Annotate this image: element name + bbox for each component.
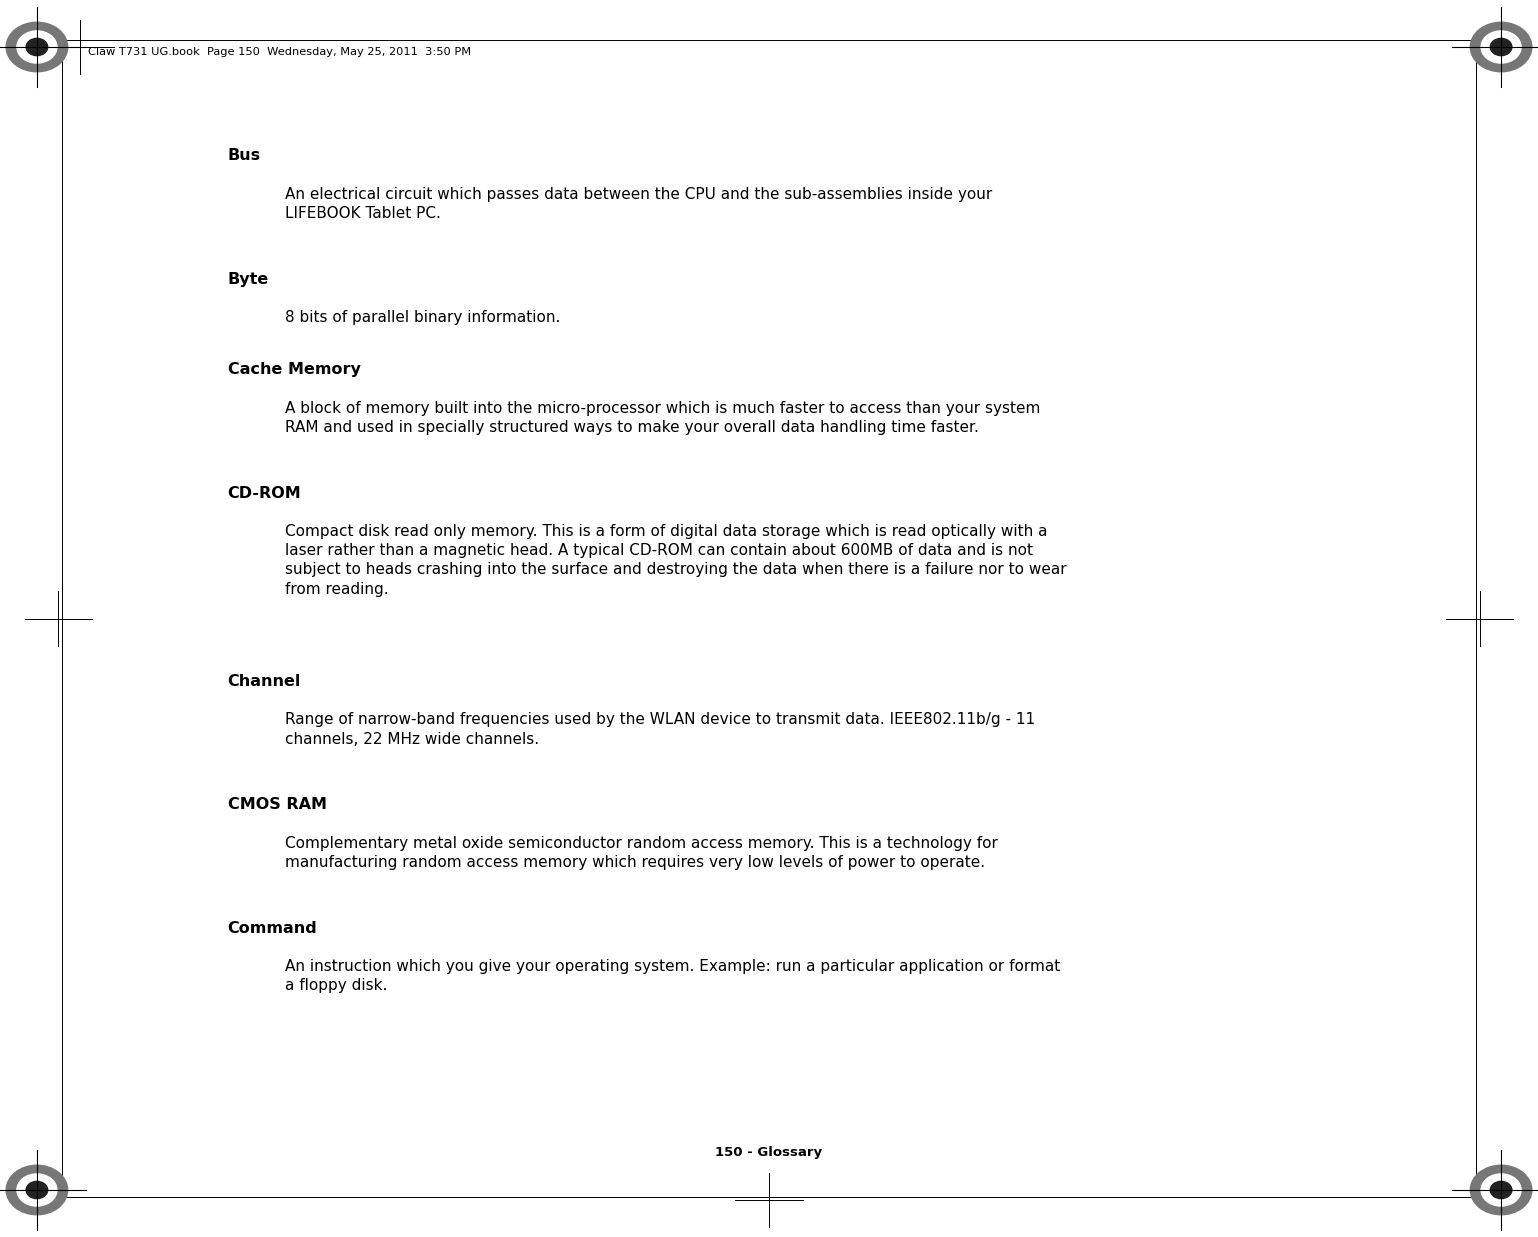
Text: Compact disk read only memory. This is a form of digital data storage which is r: Compact disk read only memory. This is a… bbox=[285, 524, 1066, 596]
Text: Channel: Channel bbox=[228, 674, 301, 689]
Circle shape bbox=[1481, 1174, 1521, 1206]
Text: An instruction which you give your operating system. Example: run a particular a: An instruction which you give your opera… bbox=[285, 959, 1060, 993]
Circle shape bbox=[1490, 38, 1512, 56]
Text: Command: Command bbox=[228, 920, 317, 935]
Text: Range of narrow-band frequencies used by the WLAN device to transmit data. IEEE8: Range of narrow-band frequencies used by… bbox=[285, 713, 1035, 747]
Text: Cache Memory: Cache Memory bbox=[228, 362, 360, 377]
Text: 8 bits of parallel binary information.: 8 bits of parallel binary information. bbox=[285, 310, 560, 325]
Text: Byte: Byte bbox=[228, 272, 269, 287]
Circle shape bbox=[6, 1165, 68, 1215]
Text: CD-ROM: CD-ROM bbox=[228, 486, 301, 501]
Circle shape bbox=[26, 1181, 48, 1199]
Text: Claw T731 UG.book  Page 150  Wednesday, May 25, 2011  3:50 PM: Claw T731 UG.book Page 150 Wednesday, Ma… bbox=[88, 47, 471, 57]
Text: Bus: Bus bbox=[228, 148, 261, 163]
Text: An electrical circuit which passes data between the CPU and the sub-assemblies i: An electrical circuit which passes data … bbox=[285, 187, 992, 221]
Text: A block of memory built into the micro-processor which is much faster to access : A block of memory built into the micro-p… bbox=[285, 401, 1040, 435]
Circle shape bbox=[26, 38, 48, 56]
Circle shape bbox=[1470, 22, 1532, 72]
Text: CMOS RAM: CMOS RAM bbox=[228, 798, 326, 813]
Text: Complementary metal oxide semiconductor random access memory. This is a technolo: Complementary metal oxide semiconductor … bbox=[285, 836, 998, 870]
Circle shape bbox=[17, 1174, 57, 1206]
Circle shape bbox=[17, 31, 57, 63]
Circle shape bbox=[6, 22, 68, 72]
Circle shape bbox=[1470, 1165, 1532, 1215]
Circle shape bbox=[1490, 1181, 1512, 1199]
Circle shape bbox=[1481, 31, 1521, 63]
Text: 150 - Glossary: 150 - Glossary bbox=[715, 1147, 823, 1159]
